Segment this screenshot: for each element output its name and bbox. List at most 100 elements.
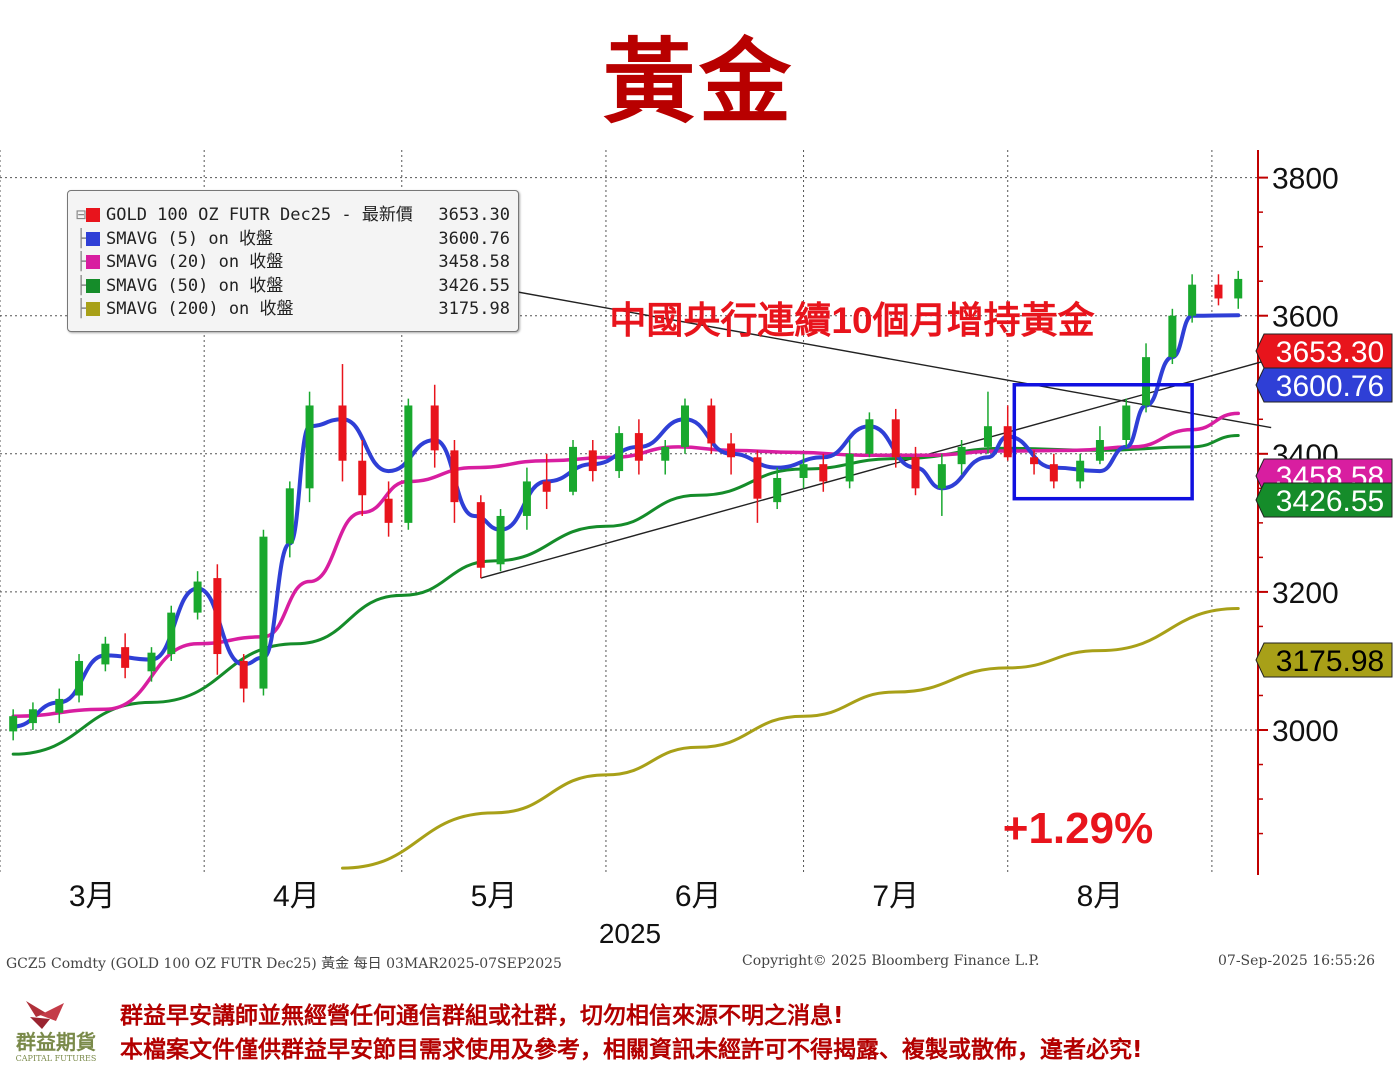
month-label: 6月 — [675, 880, 722, 913]
candle-body — [1214, 284, 1223, 299]
candle-body — [753, 457, 762, 499]
month-label: 3月 — [69, 880, 116, 913]
candle-body — [845, 453, 854, 482]
candle-body — [634, 433, 643, 461]
legend-label: SMAVG (20) on 收盤 — [106, 252, 284, 272]
legend-label: SMAVG (200) on 收盤 — [106, 299, 294, 319]
ma-line — [11, 313, 1241, 729]
candle-body — [1049, 464, 1058, 482]
change-label: +1.29% — [1003, 804, 1153, 853]
price-tag-label: 3426.55 — [1276, 485, 1384, 518]
page-title: 黃金 — [602, 29, 795, 136]
candle-body — [799, 464, 808, 478]
legend-label: SMAVG (50) on 收盤 — [106, 275, 284, 296]
footer-copyright: Copyright© 2025 Bloomberg Finance L.P. — [742, 953, 1040, 969]
y-tick-label: 3000 — [1272, 715, 1339, 748]
candle-body — [285, 488, 294, 544]
candle-body — [496, 515, 505, 565]
legend-swatch — [86, 302, 100, 316]
candle-body — [1003, 426, 1012, 458]
legend-row: ├ SMAVG (50) on 收盤 3426.55 — [76, 274, 510, 298]
candle-body — [615, 433, 624, 472]
footer-timestamp: 07-Sep-2025 16:55:26 — [1218, 953, 1376, 969]
candlesticks — [9, 270, 1243, 741]
legend-row: ⊟ GOLD 100 OZ FUTR Dec25 - 最新價 3653.30 — [76, 203, 510, 227]
candle-body — [358, 460, 367, 496]
price-tag-label: 3653.30 — [1276, 336, 1384, 369]
candle-body — [1142, 357, 1151, 406]
candle-body — [193, 581, 202, 613]
logo-name: 群益期貨 — [15, 1030, 96, 1054]
legend-swatch — [86, 208, 100, 222]
candle-body — [213, 578, 222, 655]
candle-body — [773, 477, 782, 503]
y-tick-label: 3800 — [1272, 163, 1339, 196]
legend-label: GOLD 100 OZ FUTR Dec25 - 最新價 — [106, 205, 413, 225]
candle-body — [727, 443, 736, 458]
price-tag — [1255, 367, 1393, 403]
month-label: 4月 — [273, 880, 320, 913]
tree-icon: ├ — [76, 275, 87, 296]
month-axis: 3月 4月 5月 6月 7月 8月 — [69, 880, 1123, 913]
tree-icon: ├ — [76, 228, 87, 249]
candle-body — [957, 446, 966, 465]
candle-body — [338, 405, 347, 461]
candle-body — [1234, 278, 1243, 299]
candle-body — [430, 405, 439, 451]
price-tag — [1255, 642, 1393, 678]
candle-body — [305, 405, 314, 489]
candle-body — [167, 612, 176, 655]
candle-body — [569, 446, 578, 492]
candle-body — [661, 446, 670, 461]
candle-body — [55, 698, 64, 713]
candle-body — [983, 426, 992, 447]
candle-body — [1030, 457, 1039, 465]
candle-body — [891, 419, 900, 458]
legend-row: ├ SMAVG (200) on 收盤 3175.98 — [76, 297, 510, 321]
candle-body — [239, 660, 248, 689]
company-logo: 群益期貨 CAPITAL FUTURES — [15, 1001, 96, 1063]
candle-body — [476, 502, 485, 568]
legend-value: 3458.58 — [438, 252, 510, 272]
candle-body — [911, 457, 920, 489]
chart-annotation: 中國央行連續10個月增持黃金 — [609, 299, 1095, 341]
candle-body — [384, 498, 393, 523]
price-tag — [1255, 482, 1393, 518]
candle-body — [1188, 284, 1197, 316]
candle-body — [121, 647, 130, 668]
candle-body — [1122, 405, 1131, 440]
candle-body — [1168, 315, 1177, 358]
ma-line — [340, 606, 1240, 870]
candle-body — [450, 450, 459, 503]
tree-icon: ├ — [76, 299, 87, 319]
month-label: 7月 — [872, 880, 919, 913]
legend-value: 3175.98 — [438, 299, 510, 319]
notice-line-2: 本檔案文件僅供群益早安節目需求使用及參考，相關資訊未經許可不得揭露、複製或散佈，… — [120, 1037, 1143, 1063]
legend-label: SMAVG (5) on 收盤 — [106, 228, 274, 249]
candle-body — [707, 405, 716, 444]
legend-value: 3600.76 — [438, 228, 510, 249]
tree-icon: ⊟ — [76, 205, 87, 225]
candle-body — [588, 450, 597, 472]
candle-body — [101, 643, 110, 665]
candle-body — [147, 652, 156, 672]
candle-body — [9, 716, 18, 732]
highlight-rectangle — [1012, 383, 1194, 501]
candle-body — [404, 405, 413, 523]
legend-row: ├ SMAVG (20) on 收盤 3458.58 — [76, 250, 510, 274]
legend-swatch — [86, 231, 100, 246]
price-tag — [1255, 333, 1393, 369]
trendline — [480, 358, 1272, 579]
month-label: 8月 — [1077, 880, 1124, 913]
candle-body — [259, 536, 268, 689]
legend-row: ├ SMAVG (5) on 收盤 3600.76 — [76, 227, 510, 251]
candle-body — [865, 419, 874, 454]
legend-swatch — [86, 278, 100, 293]
y-tick-label: 3600 — [1272, 301, 1339, 334]
legend-value: 3426.55 — [438, 275, 510, 296]
price-tag-label: 3600.76 — [1276, 370, 1384, 403]
footer-source: GCZ5 Comdty (GOLD 100 OZ FUTR Dec25) 黃金 … — [6, 956, 562, 972]
